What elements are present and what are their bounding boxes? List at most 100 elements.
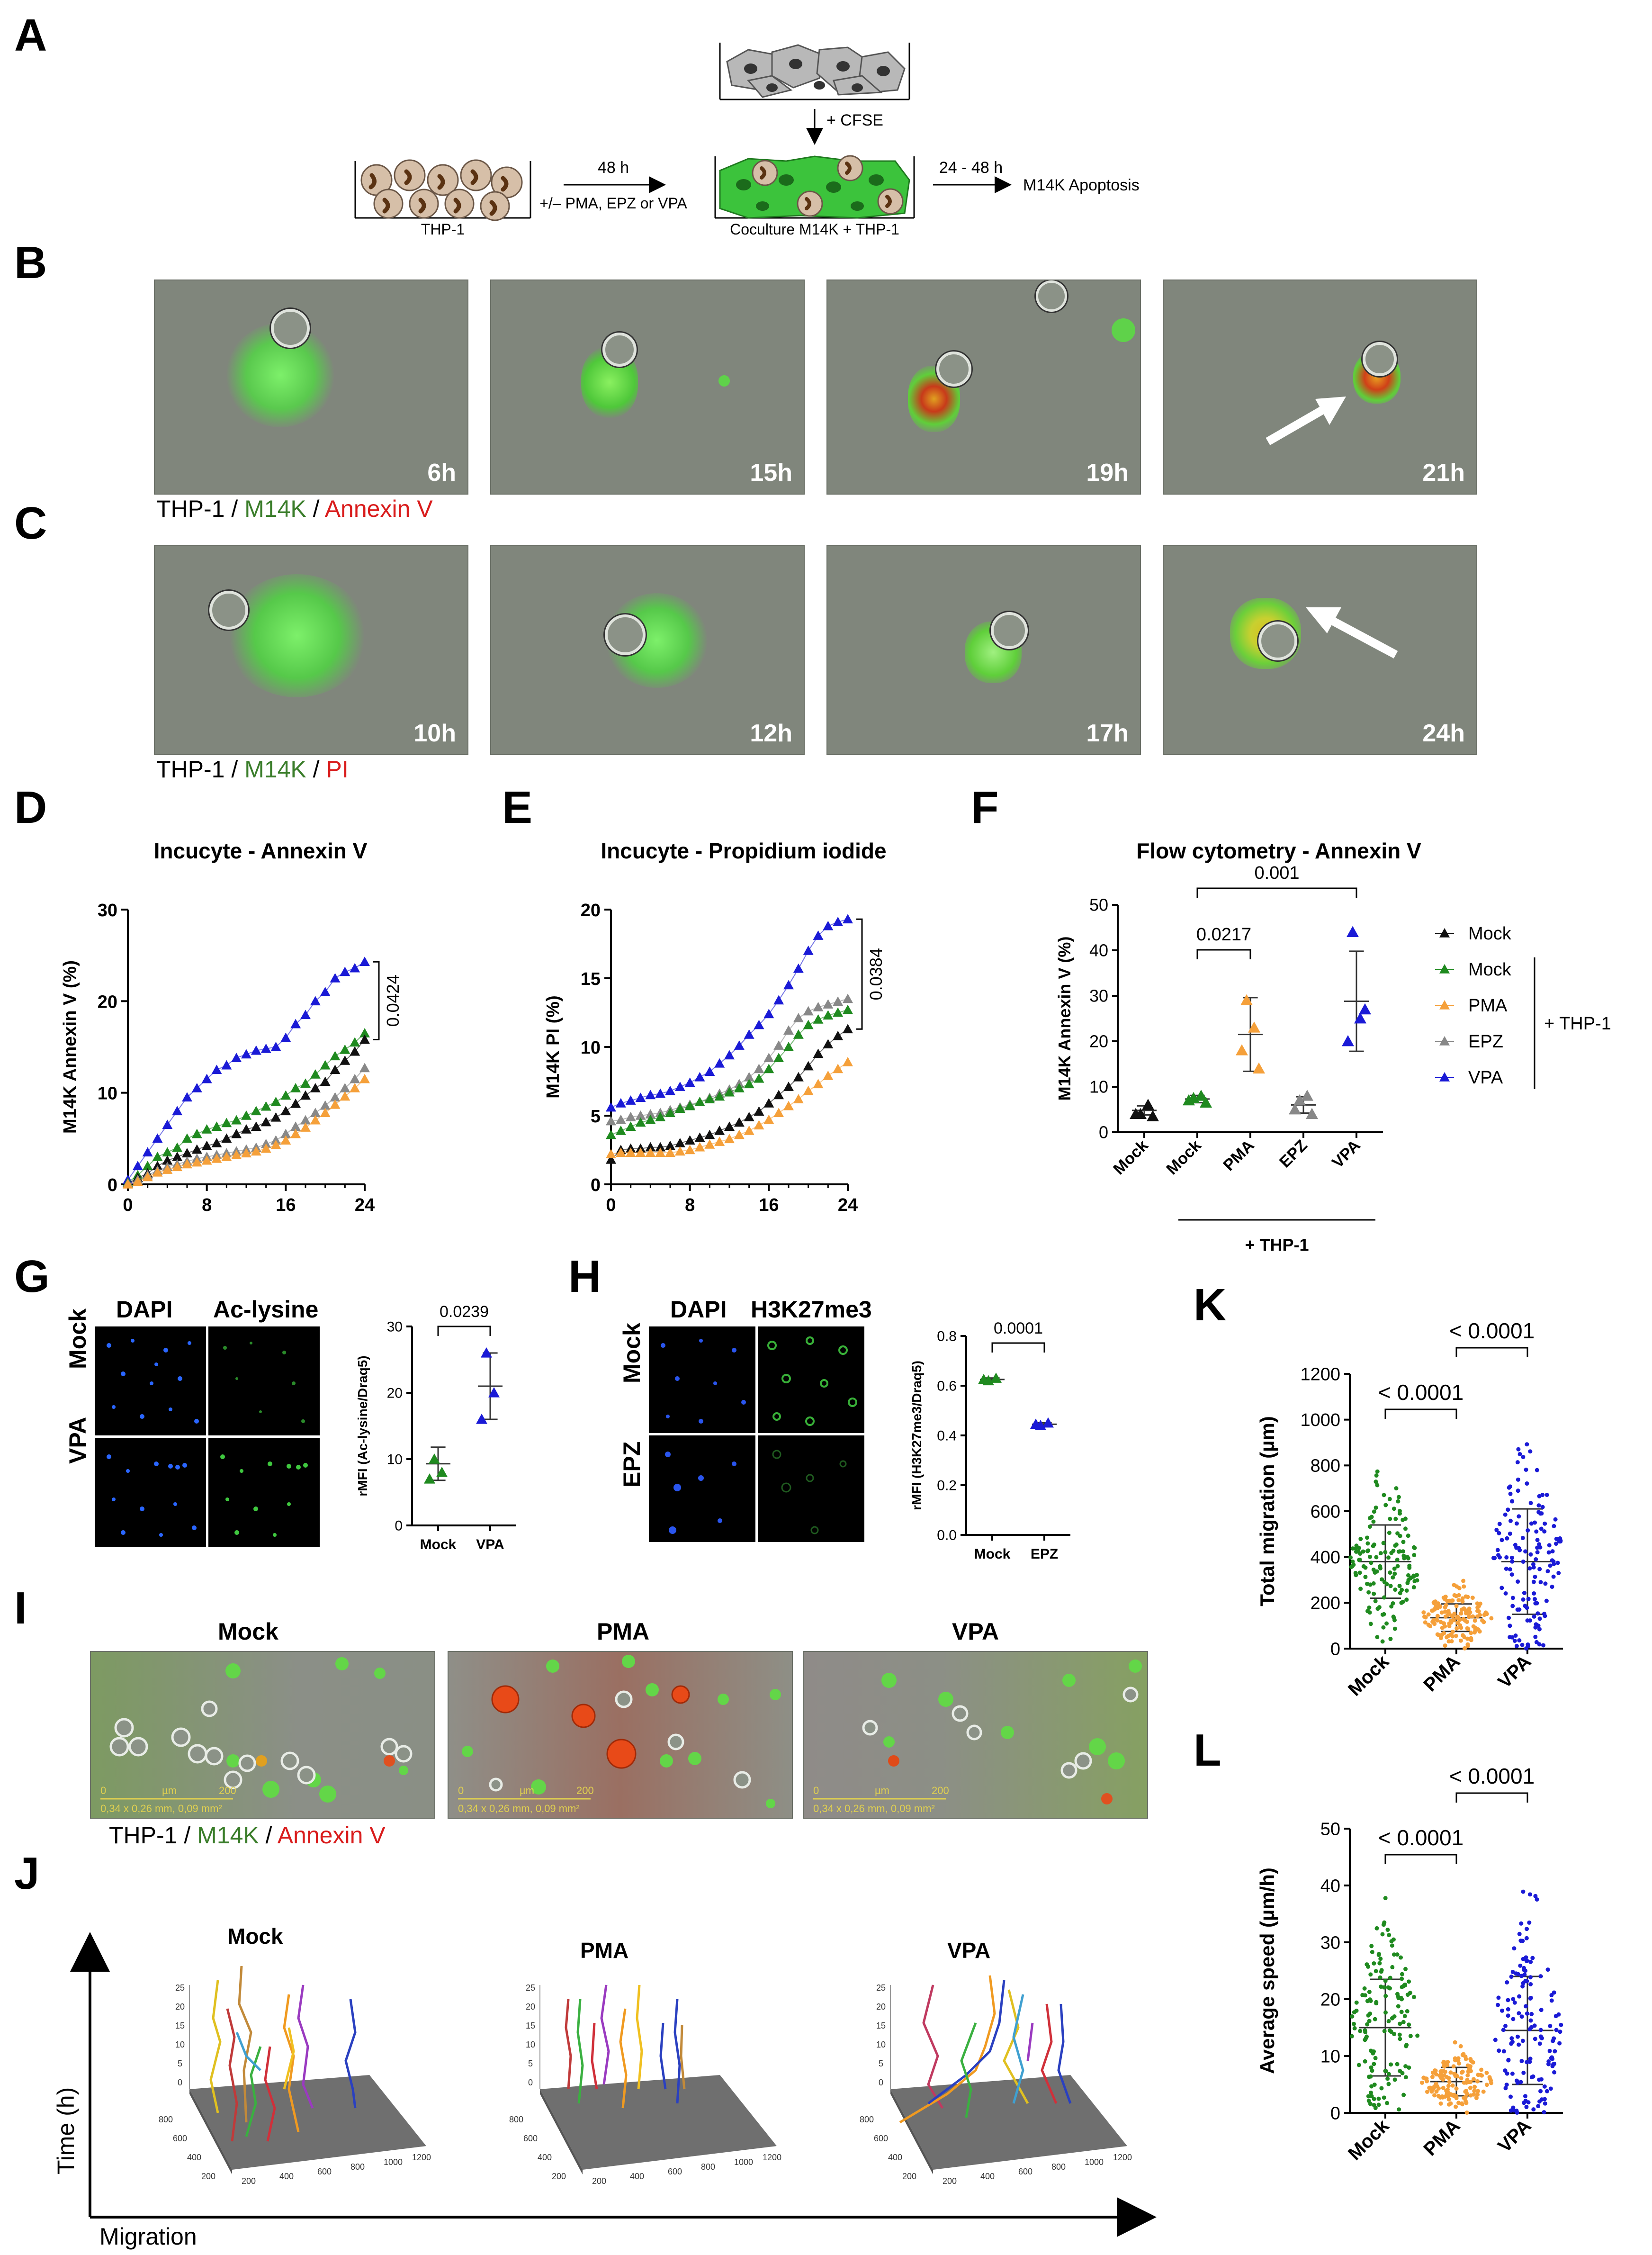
x-tick-label: 0: [123, 1195, 133, 1215]
data-point: [734, 1083, 745, 1092]
data-point: [1517, 1452, 1522, 1456]
data-point: [1372, 1509, 1376, 1514]
data-point: [803, 1019, 814, 1029]
data-point: [1536, 2104, 1541, 2109]
data-point: [1383, 2010, 1388, 2015]
data-point: [1042, 1417, 1054, 1428]
data-point: [724, 1134, 735, 1144]
data-point: [1398, 1591, 1402, 1596]
data-point: [843, 1004, 853, 1014]
y-tick-label: 600: [1311, 1502, 1340, 1522]
svg-text:600: 600: [523, 2134, 538, 2143]
data-point: [1200, 1096, 1212, 1108]
data-point: [1528, 1501, 1533, 1506]
x-tick-label: VPA: [1494, 2115, 1535, 2156]
data-point: [1522, 1591, 1526, 1596]
data-point: [1520, 1642, 1525, 1647]
data-point: [1407, 2022, 1411, 2027]
data-point: [606, 1154, 616, 1164]
data-point: [1392, 1626, 1397, 1631]
data-point: [694, 1072, 705, 1082]
data-point: [1460, 2069, 1465, 2074]
data-point: [488, 1387, 500, 1398]
svg-text:400: 400: [630, 2172, 644, 2181]
data-point: [1511, 2017, 1516, 2021]
svg-text:1200: 1200: [412, 2153, 431, 2162]
y-tick-label: 0: [1330, 2103, 1340, 2123]
data-point: [1480, 2073, 1484, 2078]
data-point: [1537, 1616, 1542, 1621]
data-point: [1508, 1567, 1512, 1572]
data-point: [1472, 1618, 1477, 1623]
data-point: [1554, 2028, 1559, 2032]
micrograph-c-12h: 12h: [490, 545, 805, 755]
data-point: [655, 1147, 666, 1157]
data-point: [251, 1146, 261, 1156]
data-point: [1450, 1629, 1455, 1634]
data-point: [793, 963, 804, 973]
data-point: [1532, 2023, 1537, 2028]
data-point: [1399, 2010, 1404, 2014]
data-point: [1421, 2075, 1426, 2080]
data-point: [744, 1029, 754, 1039]
time-label: 19h: [1086, 459, 1129, 487]
data-point: [1546, 1550, 1551, 1555]
data-point: [1390, 1943, 1394, 1948]
svg-text:10: 10: [175, 2040, 185, 2049]
legend-b: THP-1 / M14K / Annexin V: [156, 496, 433, 522]
data-point: [280, 1090, 291, 1100]
legend-label: PMA: [1468, 996, 1508, 1016]
data-point: [1414, 1573, 1419, 1578]
data-point: [1444, 2088, 1449, 2093]
data-point: [211, 1138, 222, 1147]
svg-text:1000: 1000: [1085, 2157, 1104, 2167]
data-point: [1528, 1975, 1533, 1980]
y-tick-label: 20: [581, 901, 601, 920]
svg-text:15: 15: [175, 2021, 185, 2030]
data-point: [260, 1043, 271, 1053]
data-point: [182, 1133, 192, 1143]
data-point: [1433, 1599, 1438, 1604]
data-point: [1538, 2089, 1543, 2093]
data-point: [1511, 2105, 1516, 2110]
data-point: [191, 1157, 202, 1167]
data-point: [1465, 2092, 1470, 2096]
data-point: [1518, 2080, 1523, 2084]
data-point: [1535, 1611, 1540, 1616]
time-label: 12h: [750, 720, 792, 747]
svg-text:25: 25: [526, 1983, 535, 1993]
data-point: [1480, 1618, 1485, 1623]
data-point: [625, 1111, 636, 1121]
data-point: [1476, 2073, 1481, 2077]
data-point: [1510, 2039, 1515, 2044]
data-point: [1381, 1625, 1386, 1630]
data-point: [1453, 2040, 1457, 2045]
data-point: [1369, 2065, 1374, 2070]
data-point: [1550, 2055, 1554, 2060]
data-point: [1384, 1582, 1389, 1587]
svg-text:400: 400: [187, 2153, 201, 2162]
data-point: [1350, 1564, 1355, 1569]
data-point: [1386, 1555, 1391, 1560]
svg-text:0: 0: [458, 1785, 464, 1796]
data-point: [270, 1112, 281, 1122]
y-tick-label: 0.2: [937, 1478, 957, 1494]
h-dapi-mock: [649, 1326, 755, 1433]
data-point: [1508, 1484, 1512, 1489]
data-point: [1380, 1577, 1384, 1582]
data-point: [665, 1147, 675, 1157]
data-point: [1407, 2065, 1411, 2070]
data-point: [1371, 1581, 1376, 1586]
data-point: [1543, 1614, 1547, 1618]
data-point: [763, 1053, 774, 1062]
y-axis-label: Average speed (µm/h): [1256, 1867, 1278, 2074]
data-point: [803, 1006, 814, 1016]
y-tick-label: 50: [1320, 1819, 1340, 1839]
data-point: [635, 1110, 646, 1120]
data-point: [1553, 1542, 1558, 1546]
data-point: [1475, 2079, 1480, 2084]
data-point: [1467, 2066, 1472, 2071]
data-point: [1553, 1517, 1558, 1522]
scale-max: 200: [219, 1785, 236, 1796]
legend-label: VPA: [1468, 1068, 1503, 1088]
